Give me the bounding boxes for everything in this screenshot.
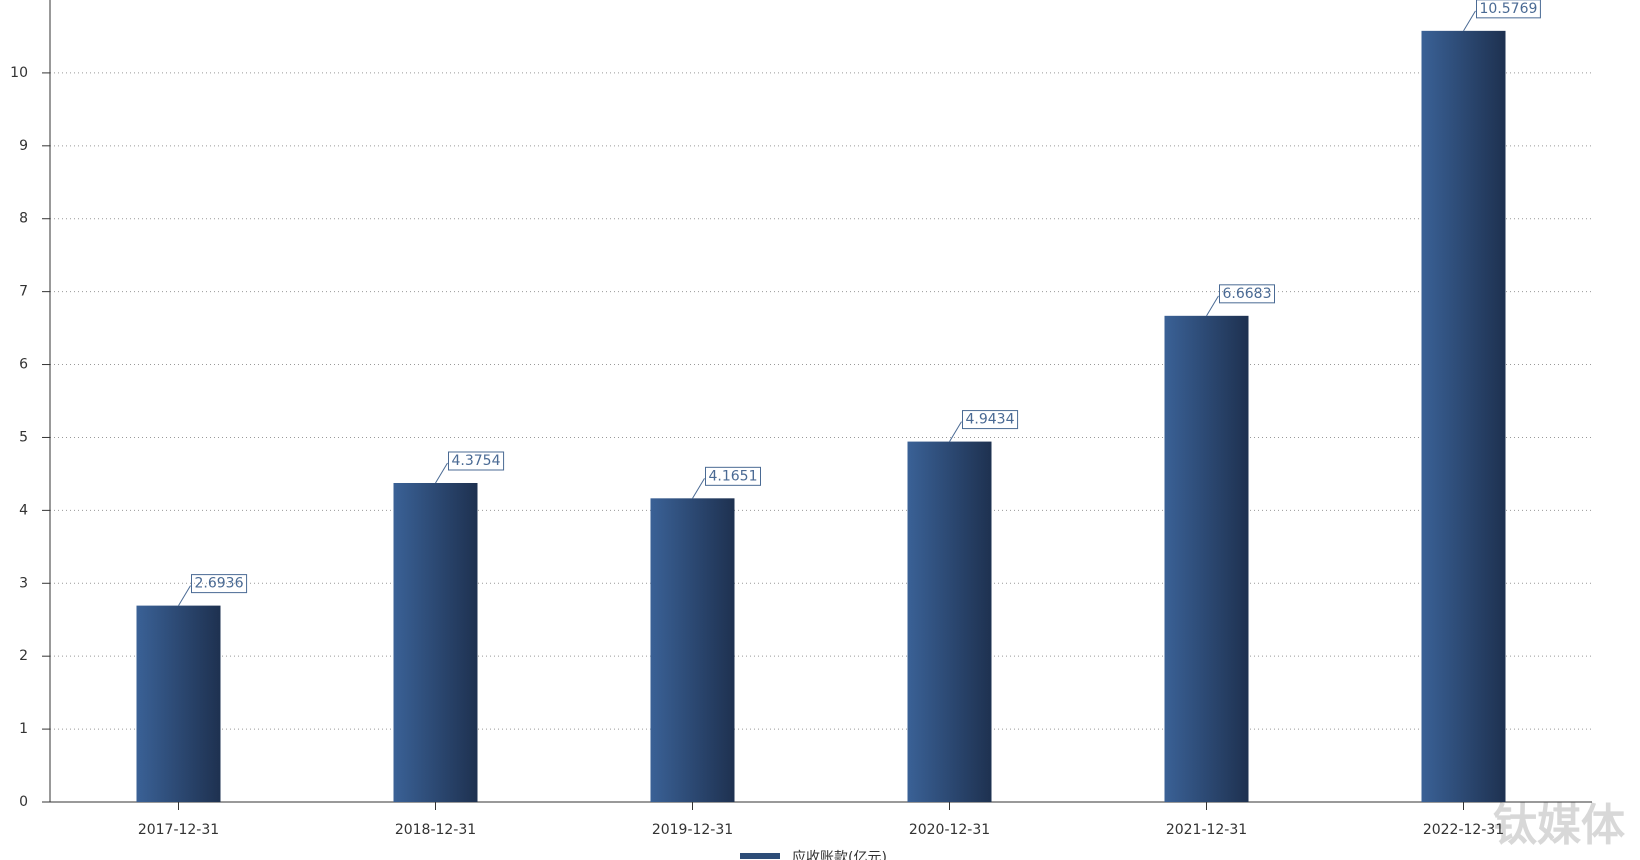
- value-label: 2.6936: [195, 576, 244, 592]
- y-tick-label: 0: [19, 794, 28, 810]
- value-label: 4.3754: [452, 453, 501, 469]
- y-tick-label: 9: [19, 138, 28, 154]
- bar: [1421, 30, 1506, 802]
- value-label-box: [1219, 284, 1275, 304]
- label-leader: [435, 462, 448, 484]
- bar: [650, 498, 735, 802]
- value-label-box: [191, 574, 248, 594]
- value-label: 10.5769: [1480, 1, 1538, 17]
- x-tick-label: 2021-12-31: [1166, 822, 1247, 838]
- value-label: 4.9434: [966, 412, 1015, 428]
- label-leader: [1206, 295, 1219, 317]
- y-tick-label: 1: [19, 721, 28, 737]
- value-label: 6.6683: [1223, 286, 1272, 302]
- label-leader: [692, 478, 705, 499]
- value-label-box: [705, 466, 761, 486]
- y-tick-label: 7: [19, 284, 28, 300]
- y-tick-label: 2: [19, 648, 28, 664]
- value-label-box: [962, 410, 1019, 430]
- y-tick-label: 3: [19, 575, 28, 591]
- legend-swatch: [740, 853, 780, 859]
- bar: [136, 605, 221, 802]
- label-leader: [178, 585, 191, 606]
- bar: [907, 441, 992, 802]
- value-label-box: [1476, 0, 1541, 19]
- label-leader: [949, 421, 962, 442]
- legend-label: 应收账款(亿元): [792, 849, 887, 860]
- y-tick-label: 10: [10, 65, 28, 81]
- x-tick-label: 2019-12-31: [652, 822, 733, 838]
- bar: [393, 482, 478, 802]
- value-label-box: [448, 451, 505, 471]
- x-tick-label: 2018-12-31: [395, 822, 476, 838]
- y-tick-label: 8: [19, 211, 28, 227]
- x-tick-label: 2022-12-31: [1423, 822, 1504, 838]
- label-leader: [1463, 10, 1476, 32]
- y-tick-label: 6: [19, 357, 28, 373]
- bar: [1164, 315, 1249, 802]
- x-tick-label: 2020-12-31: [909, 822, 990, 838]
- y-tick-label: 5: [19, 429, 28, 445]
- y-tick-label: 4: [19, 502, 28, 518]
- x-tick-label: 2017-12-31: [138, 822, 219, 838]
- watermark: 钛媒体: [1493, 800, 1625, 851]
- value-label: 4.1651: [709, 468, 758, 484]
